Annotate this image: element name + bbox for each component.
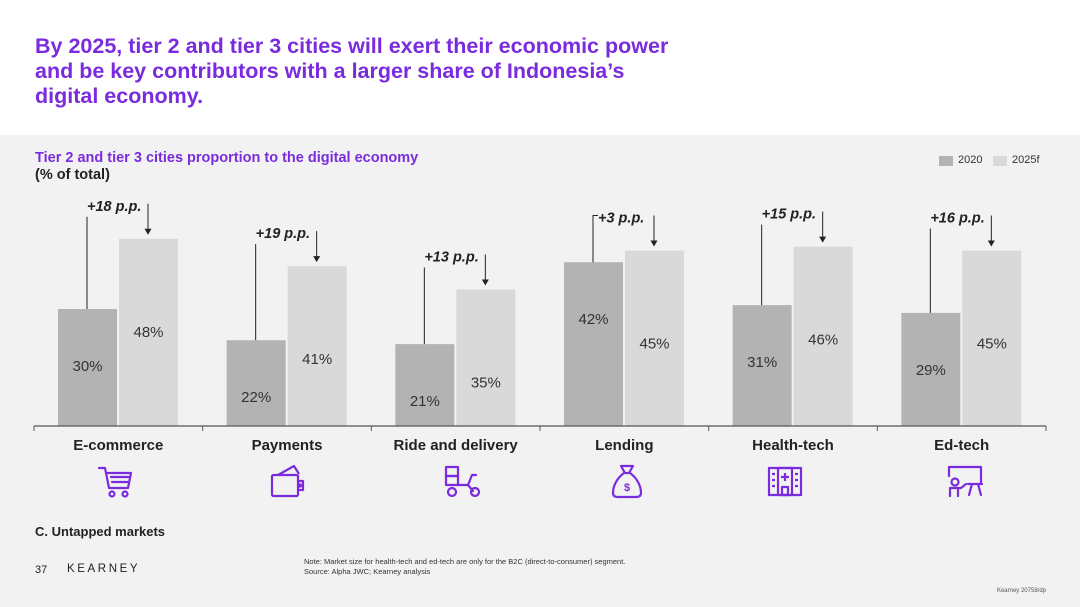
footnote-source: Source: Alpha JWC; Kearney analysis: [304, 566, 431, 576]
legend-swatch-2025f: [993, 156, 1007, 166]
data-label-2025f-3: 45%: [639, 336, 669, 353]
footnote-note: Note: Market size for health-tech and ed…: [304, 557, 626, 566]
bar-2025f-3: [625, 250, 684, 426]
bar-2020-4: [732, 305, 792, 426]
legend-label-2020: 2020: [958, 154, 983, 166]
page-number: 37: [35, 564, 48, 576]
growth-annotation-4: +15 p.p.: [762, 207, 816, 223]
legend-label-2025f: 2025f: [1012, 154, 1040, 166]
annotation-arrowhead-1: [313, 256, 321, 263]
hospital-icon: [767, 466, 803, 497]
bar-2020-0: [58, 309, 117, 426]
footnote: Note: Market size for health-tech and ed…: [304, 557, 625, 576]
category-label-1: Payments: [252, 437, 323, 454]
category-label-4: Health-tech: [752, 437, 834, 454]
category-label-0: E-commerce: [73, 437, 163, 454]
annotation-arrowhead-4: [819, 236, 827, 243]
data-label-2020-5: 29%: [916, 362, 946, 379]
chart-subtitle: (% of total): [35, 167, 110, 183]
data-label-2020-0: 30%: [72, 358, 102, 375]
growth-annotation-5: +16 p.p.: [930, 211, 984, 227]
bar-2020-5: [901, 312, 961, 426]
category-label-3: Lending: [595, 437, 653, 454]
growth-annotation-2: +13 p.p.: [424, 250, 478, 266]
data-label-2025f-2: 35%: [471, 375, 501, 392]
delivery-scooter-icon: [444, 465, 481, 498]
data-label-2025f-0: 48%: [133, 324, 163, 341]
bar-2025f-1: [287, 266, 347, 426]
annotation-bracket-3: [592, 215, 598, 263]
bar-2025f-0: [119, 238, 178, 426]
growth-annotation-3: +3 p.p.: [598, 211, 644, 227]
growth-annotation-1: +19 p.p.: [256, 226, 310, 242]
wallet-icon: [270, 464, 305, 498]
growth-annotation-0: +18 p.p.: [87, 199, 141, 215]
page-headline: By 2025, tier 2 and tier 3 cities will e…: [35, 34, 669, 108]
document-code: Kearney 20758/dp: [996, 588, 1046, 594]
annotation-arrowhead-3: [650, 240, 658, 247]
category-label-5: Ed-tech: [934, 437, 989, 454]
data-label-2020-2: 21%: [410, 393, 440, 410]
data-label-2025f-1: 41%: [302, 351, 332, 368]
svg-text:$: $: [624, 482, 630, 494]
data-label-2020-1: 22%: [241, 389, 271, 406]
bar-2025f-4: [793, 246, 853, 426]
annotation-arrowhead-0: [144, 228, 152, 235]
data-label-2025f-4: 46%: [808, 332, 838, 349]
section-label: C. Untapped markets: [35, 524, 166, 539]
bar-2020-1: [226, 340, 286, 426]
data-label-2020-3: 42%: [578, 311, 608, 328]
bar-2025f-2: [456, 289, 516, 426]
header-area: By 2025, tier 2 and tier 3 cities will e…: [0, 0, 1080, 135]
data-label-2025f-5: 45%: [977, 336, 1007, 353]
chart-panel: [0, 135, 1080, 607]
annotation-arrowhead-5: [987, 240, 995, 247]
teacher-board-icon: [947, 465, 984, 498]
legend-swatch-2020: [939, 156, 953, 166]
bar-2025f-5: [962, 250, 1022, 426]
bar-2020-3: [564, 262, 623, 426]
data-label-2020-4: 31%: [747, 354, 777, 371]
money-bag-icon: $: [611, 464, 643, 499]
bar-2020-2: [395, 344, 455, 426]
category-label-2: Ride and delivery: [394, 437, 519, 454]
brand-logo: KEARNEY: [67, 563, 141, 575]
shopping-cart-icon: [97, 466, 133, 498]
chart-title: Tier 2 and tier 3 cities proportion to t…: [35, 150, 419, 166]
annotation-arrowhead-2: [481, 279, 489, 286]
